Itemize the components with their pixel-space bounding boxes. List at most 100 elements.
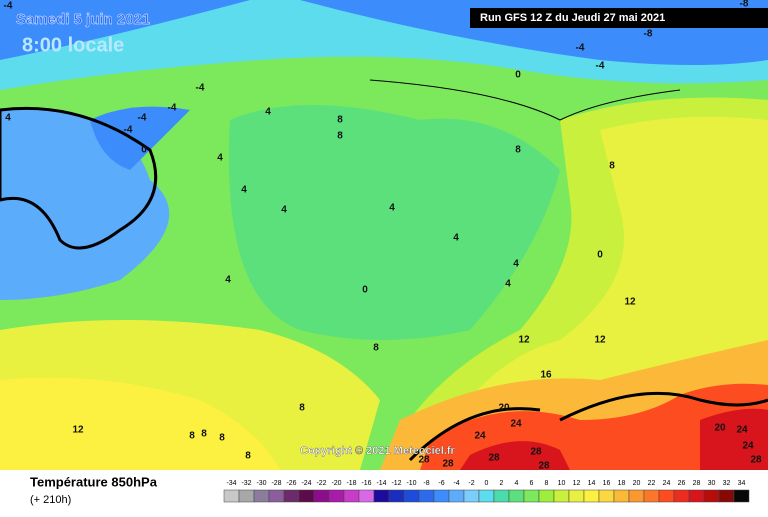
scale-swatch [313,489,330,503]
contour-label: 12 [624,297,636,308]
contour-label: 8 [219,433,225,444]
contour-label: 28 [538,461,550,472]
zone [0,377,280,470]
scale-label: 22 [648,480,656,487]
scale-swatch [373,489,390,503]
scale-swatch [493,489,510,503]
scale-swatch [298,489,315,503]
scale-label: 0 [485,480,489,487]
scale-label: -4 [453,480,459,487]
contour-label: 0 [362,285,368,296]
contour-label: 4 [505,279,511,290]
contour-label: 24 [474,431,486,442]
contour-label: 8 [609,161,615,172]
scale-label: -34 [226,480,236,487]
scale-swatch [403,489,420,503]
contour-label: 4 [225,275,231,286]
scale-swatch [463,489,480,503]
scale-label: 34 [738,480,746,487]
zone [228,105,560,340]
scale-swatch [643,489,660,503]
scale-label: -16 [361,480,371,487]
scale-label: 24 [663,480,671,487]
scale-swatch [478,489,495,503]
contour-label: -4 [596,61,605,72]
scale-label: 10 [558,480,566,487]
scale-swatch [253,489,270,503]
scale-label: 32 [723,480,731,487]
scale-label: 20 [633,480,641,487]
contour-label: 0 [141,145,147,156]
scale-label: 12 [573,480,581,487]
contour-label: 8 [201,429,207,440]
scale-label: 26 [678,480,686,487]
scale-label: -14 [376,480,386,487]
contour-label: -4 [124,125,133,136]
scale-swatch [418,489,435,503]
contour-label: -4 [138,113,147,124]
scale-swatch [583,489,600,503]
scale-label: 6 [530,480,534,487]
contour-label: 8 [189,431,195,442]
contour-label: -8 [644,29,653,40]
scale-swatch [598,489,615,503]
contour-label: 12 [72,425,84,436]
contour [369,79,681,121]
scale-swatch [388,489,405,503]
scale-label: -24 [301,480,311,487]
scale-swatch [553,489,570,503]
scale-label: 8 [545,480,549,487]
contour-label: 4 [281,205,287,216]
contour-label: 28 [488,453,500,464]
scale-label: 14 [588,480,596,487]
contour-label: 4 [217,153,223,164]
scale-swatch [658,489,675,503]
contour [559,391,768,422]
color-scale: -34 -32 -30 -28 -26 -24 -22 -20 -18 -16 -14 -12 -10-… [223,480,750,503]
zone [90,106,190,170]
scale-label: -28 [271,480,281,487]
scale-swatch [223,489,240,503]
contour-label: 28 [530,447,542,458]
scale-label: 4 [515,480,519,487]
contour-label: 4 [265,107,271,118]
legend-title: Température 850hPa [30,474,158,489]
contour-label: 16 [540,370,552,381]
scale-label: -30 [256,480,266,487]
scale-swatch [238,489,255,503]
scale-swatch [613,489,630,503]
contour-label: 12 [594,335,606,346]
run-info: Run GFS 12 Z du Jeudi 27 mai 2021 [480,12,665,24]
contour-label: 4 [5,113,11,124]
contour-label: -4 [4,1,13,12]
copyright: Copyright © 2021 Meteociel.fr [300,445,456,457]
scale-swatch [568,489,585,503]
scale-swatch [628,489,645,503]
scale-swatch [733,489,750,503]
contour-label: 4 [453,233,459,244]
scale-swatch [673,489,690,503]
contour-label: -4 [168,103,177,114]
contour [0,106,158,250]
contour-label: 24 [742,441,754,452]
contour-label: 28 [750,455,762,466]
scale-label: 28 [693,480,701,487]
contour-label: -4 [576,43,585,54]
contour-label: 8 [515,145,521,156]
scale-label: 2 [500,480,504,487]
date: Samedi 5 juin 2021 [16,11,150,28]
scale-label: -2 [468,480,474,487]
scale-swatch [508,489,525,503]
contour-label: 8 [337,131,343,142]
scale-label: 18 [618,480,626,487]
scale-label: -12 [391,480,401,487]
scale-swatch [718,489,735,503]
scale-swatch [343,489,360,503]
contour-label: 0 [515,70,521,81]
contour-label: 20 [498,403,510,414]
contour-label: 4 [241,185,247,196]
contour-label: 12 [518,335,530,346]
contour-label: 28 [442,459,454,470]
contour-label: 24 [736,425,748,436]
scale-label: -20 [331,480,341,487]
